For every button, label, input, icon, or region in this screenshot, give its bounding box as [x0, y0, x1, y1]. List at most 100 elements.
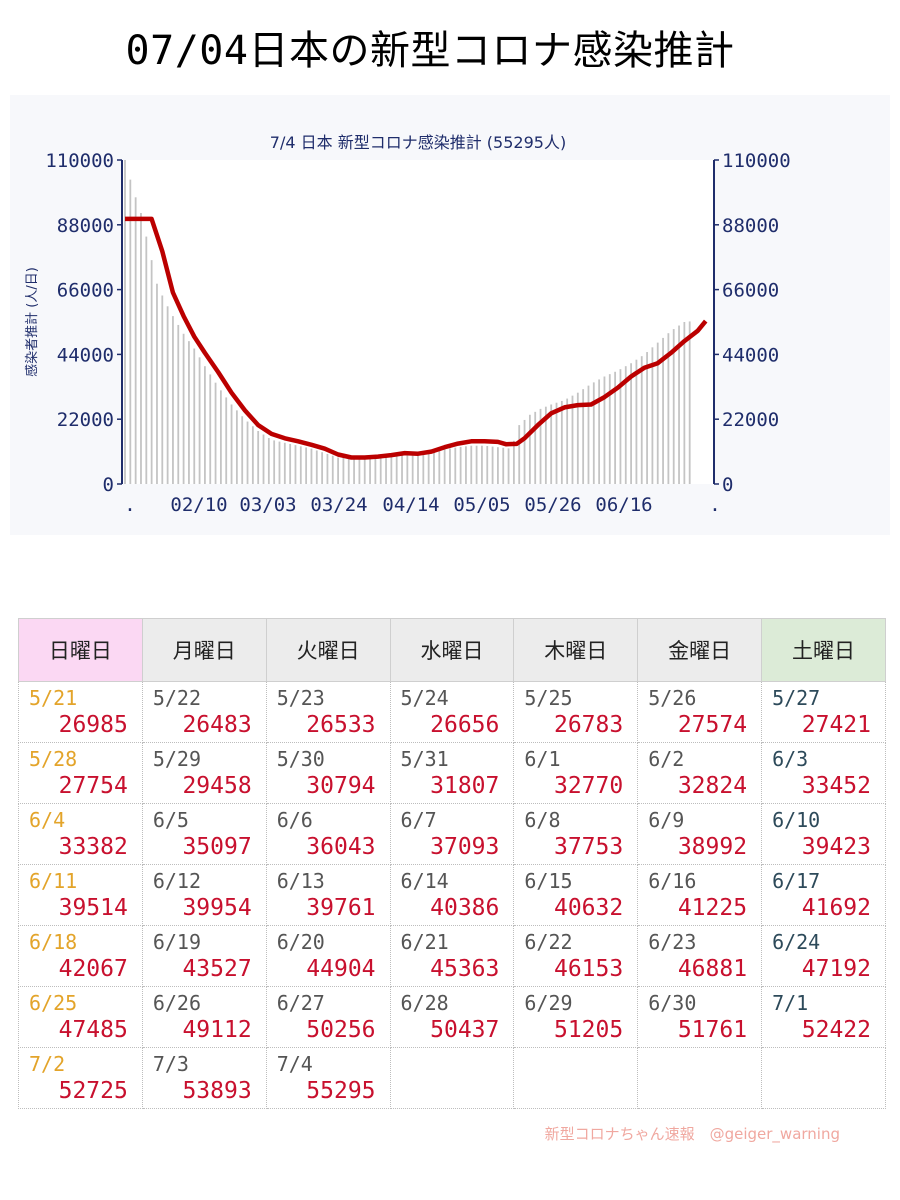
- chart-bar: [449, 448, 451, 484]
- day-cell: 6/13 39761: [265, 864, 391, 926]
- day-value: 39423: [801, 834, 871, 860]
- chart-bar: [395, 454, 398, 484]
- day-value: 27754: [58, 773, 128, 799]
- day-cell: 6/26 49112: [141, 986, 267, 1048]
- chart-bar: [646, 352, 648, 484]
- day-value: 31807: [430, 773, 500, 799]
- chart-bar: [310, 448, 313, 484]
- chart-bar: [353, 457, 355, 484]
- day-cell: 6/17 41692: [761, 864, 886, 926]
- chart-title: 7/4 日本 新型コロナ感染推計 (55295人): [270, 133, 566, 152]
- day-value: 46881: [677, 956, 748, 982]
- chart-bar: [188, 341, 190, 484]
- chart-bar: [129, 179, 132, 484]
- day-date: 6/6: [276, 808, 313, 832]
- chart-bar: [172, 316, 174, 484]
- day-date: 6/3: [772, 747, 809, 771]
- chart-bar: [273, 440, 276, 484]
- day-value: 33382: [58, 834, 128, 860]
- day-cell: 5/26 27574: [637, 681, 763, 743]
- day-date: 6/14: [400, 869, 449, 893]
- chart-bar: [299, 446, 302, 484]
- chart-bar: [433, 451, 435, 484]
- week-row: 6/11 39514 6/12 39954 6/13 39761 6/14 40386 6/15…: [18, 864, 886, 926]
- day-cell: [513, 1047, 639, 1109]
- chart-bar: [156, 283, 158, 484]
- chart-bar: [587, 385, 590, 484]
- day-date: 6/18: [29, 930, 78, 954]
- chart-bar: [182, 333, 185, 484]
- chart-bar: [145, 236, 148, 484]
- chart-bar: [283, 442, 286, 484]
- chart-bar: [624, 366, 627, 484]
- day-cell: 6/12 39954: [141, 864, 267, 926]
- day-date: 6/17: [772, 869, 821, 893]
- weekday-header-row: 日曜日 月曜日 火曜日 水曜日 木曜日 金曜日 土曜日: [18, 618, 886, 682]
- chart-bar: [321, 452, 324, 484]
- chart-bar: [481, 445, 483, 484]
- day-value: 32770: [553, 773, 624, 799]
- chart-bar: [166, 306, 169, 484]
- chart-bar: [331, 455, 334, 484]
- ytick-label-left: 22000: [57, 409, 114, 431]
- chart-bar: [134, 197, 137, 484]
- chart-bar: [667, 333, 670, 484]
- day-date: 5/23: [276, 686, 325, 710]
- chart-bar: [544, 406, 547, 484]
- xtick-label: 03/24: [310, 494, 367, 516]
- day-value: 50437: [430, 1017, 500, 1043]
- day-cell: [637, 1047, 763, 1109]
- chart-bar: [672, 329, 675, 484]
- chart-bar: [326, 453, 329, 484]
- chart-bar: [475, 445, 478, 484]
- day-cell: 5/30 30794: [265, 742, 391, 804]
- day-cell: 6/22 46153: [513, 925, 639, 987]
- chart-bar: [204, 366, 206, 484]
- day-value: 50256: [306, 1017, 376, 1043]
- chart-bar: [576, 392, 579, 484]
- chart-bar: [598, 379, 601, 484]
- week-row: 7/2 52725 7/3 53893 7/4 55295: [18, 1047, 886, 1109]
- chart-bar: [507, 448, 510, 484]
- ytick-label-left: 44000: [57, 344, 114, 366]
- y-axis-label: 感染者推計 (人/日): [24, 267, 40, 377]
- chart-bar: [603, 376, 606, 484]
- chart-bar: [177, 324, 180, 484]
- chart-bar: [305, 447, 308, 484]
- ytick-label-left: 110000: [45, 150, 114, 172]
- chart-bar: [491, 446, 494, 484]
- chart-bar: [619, 369, 622, 484]
- chart-bar: [401, 453, 403, 484]
- chart-bar: [635, 359, 638, 484]
- chart-bar: [385, 455, 387, 484]
- week-row: 5/21 26985 5/22 26483 5/23 26533 5/24 26656 5/25…: [18, 681, 886, 743]
- day-date: 6/19: [152, 930, 202, 954]
- day-value: 47192: [801, 956, 871, 982]
- day-cell: 7/1 52422: [761, 986, 886, 1048]
- day-date: 6/8: [524, 808, 561, 832]
- chart-bar: [582, 389, 585, 484]
- day-date: 6/24: [772, 930, 821, 954]
- chart-bar: [251, 426, 254, 484]
- day-value: 26656: [430, 712, 500, 738]
- chart-bar: [571, 395, 574, 484]
- day-value: 32824: [677, 773, 748, 799]
- chart-bar: [411, 453, 414, 484]
- day-value: 27421: [801, 712, 871, 738]
- day-value: 41692: [801, 895, 871, 921]
- day-date: 5/21: [29, 686, 78, 710]
- chart-bar: [560, 400, 563, 484]
- chart-bar: [358, 457, 361, 484]
- day-date: 6/9: [648, 808, 685, 832]
- chart-bar: [683, 322, 686, 484]
- chart-bar: [214, 382, 217, 484]
- day-date: 7/4: [276, 1052, 313, 1076]
- chart-bar: [161, 295, 164, 484]
- xtick-label: 06/16: [595, 494, 652, 516]
- chart-bar: [278, 441, 281, 484]
- day-date: 6/25: [29, 991, 78, 1015]
- chart-bar: [150, 260, 153, 484]
- chart-bar: [656, 342, 659, 484]
- day-value: 40632: [553, 895, 624, 921]
- day-value: 42067: [58, 956, 128, 982]
